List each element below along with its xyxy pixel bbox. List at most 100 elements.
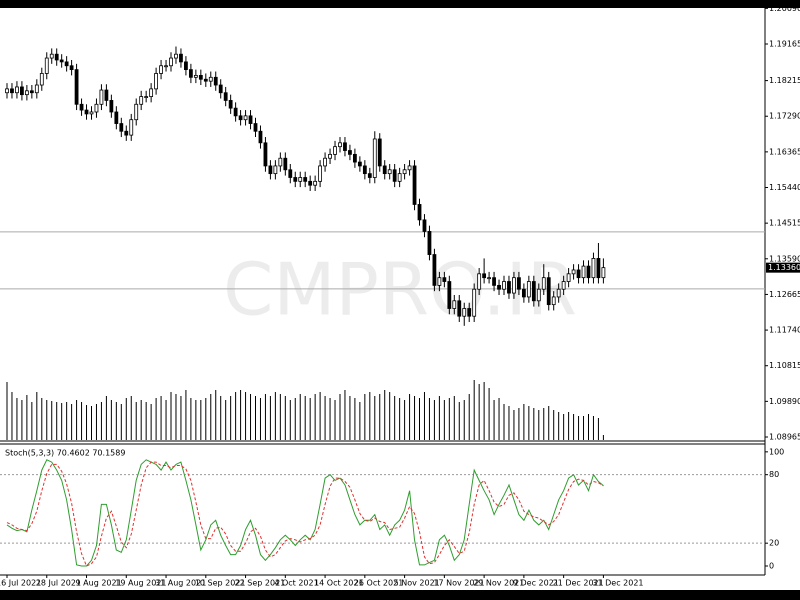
candle-body bbox=[392, 169, 397, 182]
candle-body bbox=[34, 84, 39, 94]
candle-body bbox=[79, 103, 84, 111]
candle-body bbox=[467, 308, 472, 317]
candle-body bbox=[362, 165, 367, 175]
chart-background bbox=[0, 8, 800, 590]
candle-body bbox=[432, 254, 437, 286]
candle-body bbox=[437, 277, 442, 286]
candle-body bbox=[64, 61, 69, 67]
y-tick-label: 0 bbox=[769, 562, 774, 571]
candle-body bbox=[174, 53, 178, 59]
candle-body bbox=[343, 142, 347, 151]
candle-body bbox=[462, 308, 467, 317]
candle-body bbox=[263, 142, 268, 167]
candle-body bbox=[49, 53, 54, 59]
candle-body bbox=[164, 65, 168, 68]
candle-body bbox=[104, 89, 109, 101]
candle-body bbox=[531, 281, 536, 302]
candle-body bbox=[109, 100, 114, 113]
y-tick-label: 1.15440 bbox=[769, 183, 800, 192]
candle-body bbox=[84, 109, 89, 115]
y-tick-label: 1.13590 bbox=[769, 254, 800, 263]
y-tick-label: 1.16365 bbox=[769, 147, 800, 156]
candle-body bbox=[601, 267, 606, 279]
x-tick-label: 21 Dec 2021 bbox=[553, 579, 604, 588]
candle-body bbox=[457, 300, 462, 317]
candle-body bbox=[591, 258, 596, 279]
candle-body bbox=[338, 142, 342, 148]
candle-body bbox=[521, 288, 526, 298]
candle-body bbox=[149, 88, 154, 97]
candle-body bbox=[228, 100, 233, 109]
y-tick-label: 1.09890 bbox=[769, 397, 800, 406]
candle-body bbox=[154, 73, 159, 90]
candle-body bbox=[536, 288, 541, 302]
x-tick-label: 9 Dec 2021 bbox=[513, 579, 559, 588]
x-tick-label: 16 Jul 2021 bbox=[0, 579, 41, 588]
candle-body bbox=[497, 284, 501, 290]
candle-body bbox=[288, 169, 293, 178]
candle-body bbox=[5, 88, 9, 94]
y-tick-label: 1.12665 bbox=[769, 290, 800, 299]
candle-body bbox=[193, 74, 198, 78]
candle-body bbox=[233, 107, 238, 117]
candle-body bbox=[352, 153, 357, 163]
candle-body bbox=[482, 273, 487, 279]
candle-body bbox=[333, 146, 337, 155]
candle-body bbox=[283, 157, 288, 171]
candle-body bbox=[203, 78, 208, 82]
candle-body bbox=[487, 277, 491, 280]
stoch-line bbox=[6, 461, 604, 567]
candle-body bbox=[382, 165, 387, 175]
candle-body bbox=[512, 277, 516, 294]
candle-body bbox=[243, 115, 248, 121]
candle-body bbox=[313, 180, 318, 186]
candle-body bbox=[417, 204, 422, 221]
candle-body bbox=[412, 165, 417, 205]
x-tick-label: 9 Aug 2021 bbox=[76, 579, 122, 588]
candle-body bbox=[551, 296, 556, 306]
candle-body bbox=[69, 65, 74, 71]
candle-body bbox=[571, 269, 576, 275]
x-tick-label: 28 Jul 2021 bbox=[36, 579, 81, 588]
candle-body bbox=[54, 53, 59, 61]
candle-body bbox=[377, 138, 382, 167]
candle-body bbox=[502, 281, 506, 290]
stoch-title: Stoch(5,3,3) 70.4602 70.1589 bbox=[5, 449, 125, 458]
candle-body bbox=[472, 288, 477, 317]
x-tick-label: 22 Sep 2021 bbox=[235, 579, 286, 588]
candle-body bbox=[517, 277, 521, 290]
candle-body bbox=[179, 53, 183, 63]
candle-body bbox=[238, 115, 243, 121]
candle-body bbox=[134, 103, 139, 121]
x-tick-label: 31 Aug 2021 bbox=[155, 579, 206, 588]
candle-body bbox=[318, 165, 323, 182]
candle-body bbox=[44, 57, 49, 74]
candle-body bbox=[402, 169, 407, 175]
candle-body bbox=[10, 88, 14, 94]
last-price-box bbox=[766, 262, 800, 273]
x-tick-label: 10 Sep 2021 bbox=[195, 579, 246, 588]
candle-body bbox=[213, 76, 218, 86]
x-tick-label: 17 Nov 2021 bbox=[433, 579, 484, 588]
candle-body bbox=[447, 281, 452, 309]
candle-body bbox=[169, 57, 173, 67]
candle-body bbox=[407, 165, 412, 171]
candle-body bbox=[273, 165, 278, 175]
y-tick-label: 1.11740 bbox=[769, 326, 800, 335]
candle-body bbox=[367, 173, 372, 178]
candle-body bbox=[422, 219, 427, 232]
candle-body bbox=[20, 86, 24, 96]
candle-body bbox=[357, 161, 362, 167]
candle-body bbox=[556, 288, 561, 298]
candle-body bbox=[387, 169, 392, 175]
candle-body bbox=[159, 65, 163, 74]
y-tick-label: 1.08965 bbox=[769, 432, 800, 441]
candle-body bbox=[74, 69, 79, 105]
x-tick-label: 31 Dec 2021 bbox=[592, 579, 643, 588]
candle-body bbox=[303, 177, 308, 182]
candle-body bbox=[144, 96, 149, 98]
candle-body bbox=[198, 74, 203, 80]
candle-body bbox=[427, 231, 432, 255]
candle-body bbox=[586, 265, 591, 279]
